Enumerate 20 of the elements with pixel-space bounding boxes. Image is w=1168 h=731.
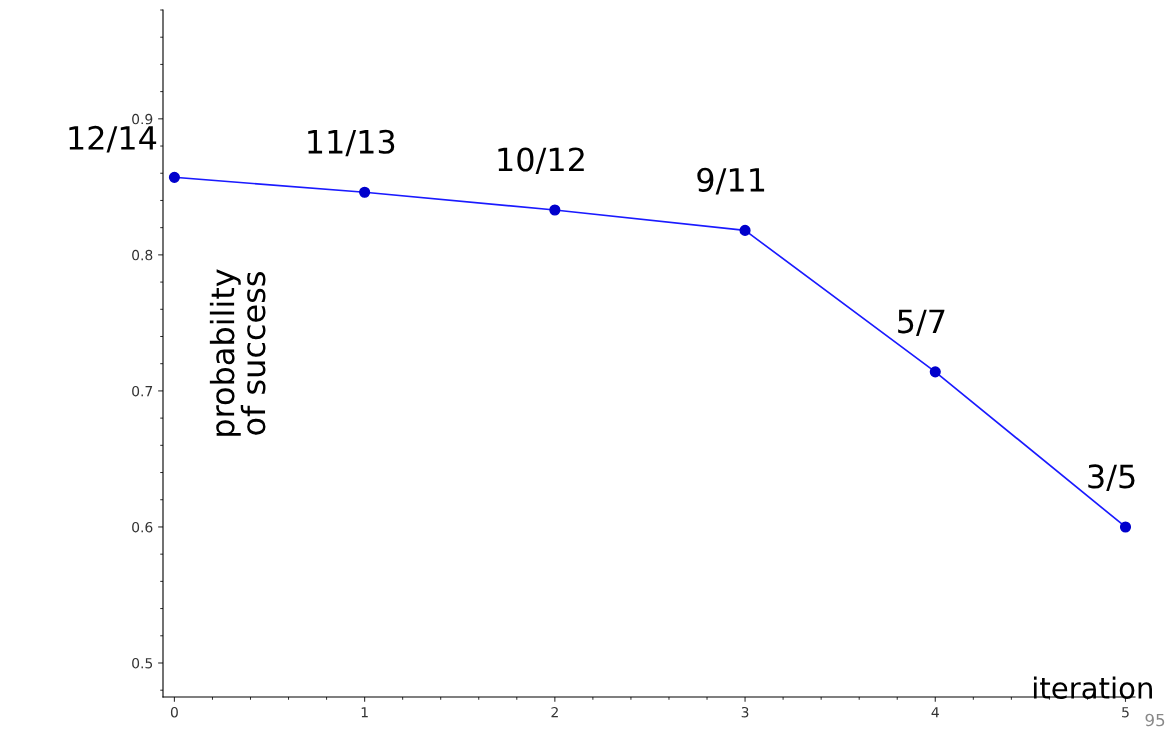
data-label: 10/12 xyxy=(498,147,584,175)
x-tick-label: 0 xyxy=(170,706,178,718)
y-tick-label: 0.7 xyxy=(132,385,153,397)
y-tick-label: 0.6 xyxy=(132,521,153,533)
y-axis-title: probability of success xyxy=(209,269,266,436)
data-label: 11/13 xyxy=(308,129,395,157)
x-tick-label: 1 xyxy=(361,707,368,718)
x-tick-label: 4 xyxy=(931,707,939,718)
data-label: 5/7 xyxy=(898,309,945,336)
x-axis-title: iteration xyxy=(1033,676,1152,699)
y-tick-label: 0.9 xyxy=(132,113,153,125)
x-tick-label: 3 xyxy=(741,706,749,718)
x-tick-label: 2 xyxy=(551,706,558,718)
text: 95 xyxy=(1145,713,1165,727)
data-label: 9/11 xyxy=(697,167,765,195)
data-label: 12/14 xyxy=(69,125,157,153)
y-tick-label: 0.5 xyxy=(132,657,153,669)
data-label: 3/5 xyxy=(1088,464,1135,492)
x-tick-label: 5 xyxy=(1122,707,1129,718)
y-tick-label: 0.8 xyxy=(132,249,153,261)
